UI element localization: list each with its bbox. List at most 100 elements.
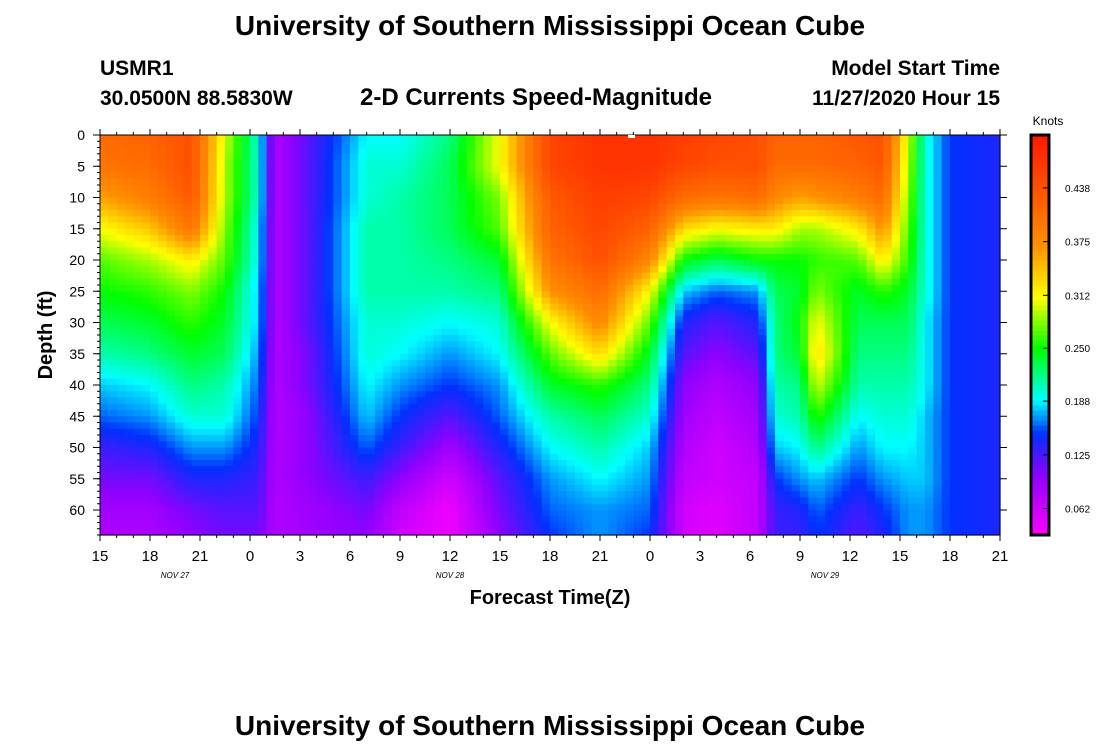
heatmap-cell (666, 366, 676, 374)
heatmap-cell (225, 460, 234, 467)
heatmap-cell (541, 141, 551, 149)
heatmap-cell (183, 466, 193, 474)
heatmap-cell (616, 247, 626, 255)
heatmap-cell (125, 210, 134, 217)
heatmap-cell (250, 316, 259, 324)
heatmap-cell (741, 322, 751, 330)
heatmap-cell (233, 497, 243, 505)
heatmap-cell (233, 285, 243, 292)
heatmap-cell (641, 435, 651, 442)
heatmap-cell (325, 266, 334, 274)
heatmap-cell (466, 272, 476, 280)
heatmap-cell (350, 428, 359, 436)
heatmap-cell (166, 397, 176, 405)
heatmap-cell (100, 410, 109, 417)
heatmap-cell (108, 435, 118, 442)
heatmap-cell (166, 453, 176, 461)
heatmap-cell (225, 266, 234, 274)
heatmap-cell (658, 285, 668, 292)
heatmap-cell (316, 228, 326, 236)
heatmap-cell (475, 203, 484, 211)
heatmap-cell (633, 447, 643, 455)
heatmap-cell (708, 197, 718, 205)
heatmap-cell (241, 422, 251, 430)
heatmap-cell (600, 466, 609, 474)
heatmap-cell (333, 372, 343, 380)
heatmap-cell (575, 253, 584, 261)
heatmap-cell (616, 266, 626, 274)
heatmap-cell (258, 410, 268, 417)
heatmap-cell (341, 516, 351, 524)
heatmap-cell (408, 497, 418, 505)
heatmap-cell (550, 272, 559, 280)
heatmap-cell (425, 347, 434, 355)
heatmap-cell (250, 422, 259, 430)
heatmap-cell (433, 141, 443, 149)
heatmap-cell (500, 260, 509, 267)
heatmap-cell (633, 516, 643, 524)
heatmap-cell (616, 160, 626, 167)
heatmap-cell (625, 203, 634, 211)
heatmap-cell (350, 466, 359, 474)
heatmap-cell (650, 422, 659, 430)
heatmap-cell (391, 403, 401, 411)
heatmap-cell (433, 203, 443, 211)
heatmap-cell (433, 516, 443, 524)
heatmap-cell (491, 528, 501, 536)
heatmap-cell (591, 503, 601, 511)
heatmap-cell (333, 491, 343, 499)
heatmap-cell (283, 216, 293, 224)
heatmap-cell (108, 297, 118, 305)
heatmap-cell (741, 341, 751, 349)
heatmap-cell (625, 453, 634, 461)
heatmap-cell (508, 503, 518, 511)
heatmap-cell (183, 341, 193, 349)
heatmap-cell (208, 141, 218, 149)
heatmap-cell (625, 160, 634, 167)
heatmap-cell (283, 416, 293, 424)
heatmap-cell (275, 403, 284, 411)
heatmap-cell (600, 378, 609, 386)
heatmap-cell (583, 372, 593, 380)
heatmap-cell (733, 203, 743, 211)
heatmap-cell (416, 191, 426, 199)
heatmap-cell (175, 141, 184, 149)
heatmap-cell (125, 235, 134, 242)
heatmap-cell (491, 135, 501, 142)
heatmap-cell (616, 435, 626, 442)
heatmap-cell (691, 310, 701, 317)
heatmap-cell (333, 260, 343, 267)
heatmap-cell (108, 153, 118, 161)
heatmap-cell (525, 285, 534, 292)
heatmap-cell (191, 378, 201, 386)
heatmap-cell (700, 347, 709, 355)
heatmap-cell (625, 478, 634, 486)
heatmap-cell (208, 341, 218, 349)
heatmap-cell (516, 472, 526, 480)
heatmap-cell (508, 347, 518, 355)
heatmap-cell (291, 266, 301, 274)
heatmap-cell (441, 478, 451, 486)
heatmap-cell (383, 353, 393, 361)
heatmap-cell (491, 272, 501, 280)
heatmap-cell (541, 366, 551, 374)
heatmap-cell (641, 203, 651, 211)
heatmap-cell (375, 147, 384, 155)
heatmap-cell (525, 197, 534, 205)
heatmap-cell (375, 178, 384, 186)
heatmap-cell (716, 191, 726, 199)
heatmap-cell (558, 241, 568, 249)
heatmap-cell (275, 328, 284, 336)
heatmap-cell (675, 278, 684, 286)
heatmap-cell (650, 528, 659, 536)
heatmap-cell (325, 428, 334, 436)
heatmap-cell (583, 222, 593, 230)
heatmap-cell (266, 153, 276, 161)
heatmap-cell (550, 403, 559, 411)
heatmap-cell (275, 216, 284, 224)
heatmap-cell (475, 310, 484, 317)
heatmap-cell (716, 266, 726, 274)
heatmap-cell (308, 366, 318, 374)
heatmap-cell (483, 441, 493, 449)
heatmap-cell (700, 285, 709, 292)
